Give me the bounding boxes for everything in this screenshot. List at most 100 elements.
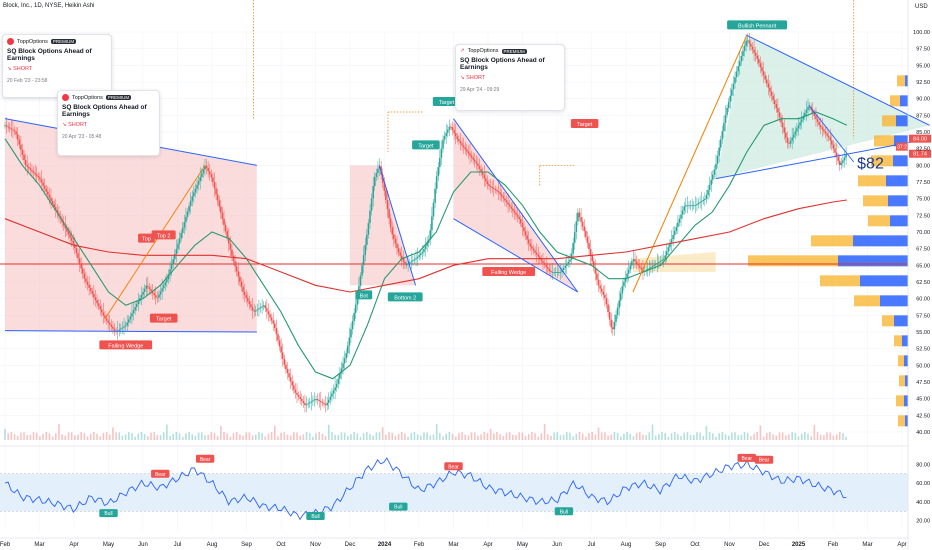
candle-body bbox=[75, 248, 78, 254]
candle-body bbox=[21, 149, 24, 155]
rsi-bear-label: Bear bbox=[448, 464, 459, 470]
volume-bar bbox=[270, 432, 273, 440]
candle-body bbox=[70, 237, 73, 241]
candle-body bbox=[366, 234, 368, 245]
volume-bar bbox=[10, 432, 13, 440]
candle-body bbox=[294, 389, 297, 393]
volume-bar bbox=[712, 433, 714, 440]
candle-body bbox=[158, 294, 160, 298]
idea-badge: PREMIUM bbox=[501, 48, 527, 54]
volume-bar bbox=[750, 436, 752, 440]
candle-body bbox=[388, 209, 390, 219]
candle-body bbox=[415, 258, 417, 260]
volume-profile-up-bar bbox=[888, 195, 908, 207]
rsi-bear-label: Bear bbox=[155, 472, 166, 478]
volume-bar bbox=[594, 434, 597, 440]
idea-time: 20 Apr '23 - 05:48 bbox=[62, 134, 102, 140]
volume-bar bbox=[721, 432, 724, 440]
volume-bar bbox=[404, 433, 406, 440]
candle-body bbox=[494, 189, 497, 191]
volume-bar bbox=[172, 434, 175, 440]
volume-bar bbox=[477, 435, 479, 440]
volume-bar bbox=[353, 432, 355, 440]
candle-body bbox=[459, 141, 462, 144]
candle-body bbox=[402, 258, 405, 262]
candle-body bbox=[504, 198, 506, 201]
pennant-flagpole-line bbox=[632, 35, 748, 293]
candle-body bbox=[556, 272, 559, 273]
volume-bar bbox=[394, 436, 397, 440]
candle-body bbox=[7, 126, 9, 128]
volume-bar bbox=[207, 434, 209, 440]
volume-profile-up-bar bbox=[894, 135, 908, 147]
x-tick-label: Feb bbox=[414, 542, 425, 548]
idea-card-1[interactable]: ToppOptions PREMIUM SQ Block Options Ahea… bbox=[2, 34, 112, 98]
moving-averages bbox=[4, 111, 848, 380]
candle-body bbox=[250, 304, 252, 308]
volume-profile-up-bar bbox=[902, 335, 908, 347]
volume-bar bbox=[83, 432, 86, 440]
candle-body bbox=[373, 177, 376, 187]
volume-bar bbox=[781, 432, 784, 440]
rsi-bear-label-bg bbox=[737, 453, 756, 462]
candle-body bbox=[838, 160, 841, 165]
x-tick-label: Feb bbox=[0, 542, 11, 548]
y-tick-label: 90.00 bbox=[916, 97, 930, 103]
candle-body bbox=[527, 239, 530, 244]
candle-body bbox=[112, 326, 114, 329]
volume-bar bbox=[537, 436, 540, 440]
candle-body bbox=[113, 328, 116, 331]
volume-bar bbox=[29, 434, 32, 440]
x-tick-label: Sep bbox=[241, 542, 252, 548]
volume-profile-up-bar bbox=[860, 275, 908, 287]
volume-bar bbox=[302, 434, 305, 440]
candle-body bbox=[554, 272, 557, 273]
idea-card-3[interactable]: ↗ ToppOptions PREMIUM SQ Block Options Ahe… bbox=[455, 44, 565, 111]
volume-bar bbox=[610, 434, 613, 440]
candle-body bbox=[651, 266, 654, 268]
candle-body bbox=[421, 252, 424, 254]
volume-profile-down-bar bbox=[898, 415, 905, 427]
x-tick-label: Jul bbox=[588, 542, 596, 548]
candle-body bbox=[824, 131, 827, 134]
volume-bar bbox=[651, 424, 654, 440]
price-tag-upper: 84.00 bbox=[913, 137, 927, 143]
volume-bar bbox=[315, 433, 317, 440]
volume-bar bbox=[683, 432, 686, 440]
y-tick-label: 92.50 bbox=[916, 80, 930, 86]
candle-body bbox=[577, 212, 579, 222]
volume-profile-down-bar bbox=[854, 295, 880, 307]
candle-body bbox=[485, 178, 487, 182]
volume-bar bbox=[121, 435, 124, 440]
rsi-bull-label: Bull bbox=[104, 511, 112, 517]
countdown-tag: 37:2 bbox=[897, 145, 907, 151]
volume-bar bbox=[432, 434, 435, 440]
volume-bar bbox=[553, 432, 555, 440]
rsi-tick-label: 40.00 bbox=[916, 500, 930, 506]
candle-body bbox=[453, 130, 455, 134]
chart-icon: ↗ bbox=[460, 48, 465, 54]
top2-label-bg bbox=[151, 230, 176, 240]
candle-body bbox=[467, 151, 470, 154]
candle-body bbox=[594, 267, 597, 274]
candle-body bbox=[256, 309, 259, 311]
candle-body bbox=[253, 310, 255, 312]
candle-body bbox=[478, 165, 481, 169]
candle-body bbox=[283, 358, 286, 365]
volume-bar bbox=[512, 434, 514, 440]
candle-body bbox=[180, 232, 182, 239]
candle-body bbox=[724, 114, 727, 124]
idea-card-2[interactable]: ToppOptions PREMIUM SQ Block Options Ahea… bbox=[57, 90, 160, 156]
idea-side: SHORT bbox=[13, 66, 33, 72]
volume-bar bbox=[578, 432, 581, 440]
candle-body bbox=[400, 255, 403, 259]
volume-bar bbox=[181, 436, 184, 440]
volume-bar bbox=[35, 432, 38, 440]
y-tick-label: 50.00 bbox=[916, 363, 930, 369]
volume-bar bbox=[791, 432, 793, 440]
candle-body bbox=[207, 168, 209, 172]
volume-bar bbox=[318, 432, 321, 440]
volume-bar bbox=[543, 424, 546, 440]
volume-bar bbox=[229, 436, 232, 440]
x-tick-label: May bbox=[517, 542, 528, 548]
